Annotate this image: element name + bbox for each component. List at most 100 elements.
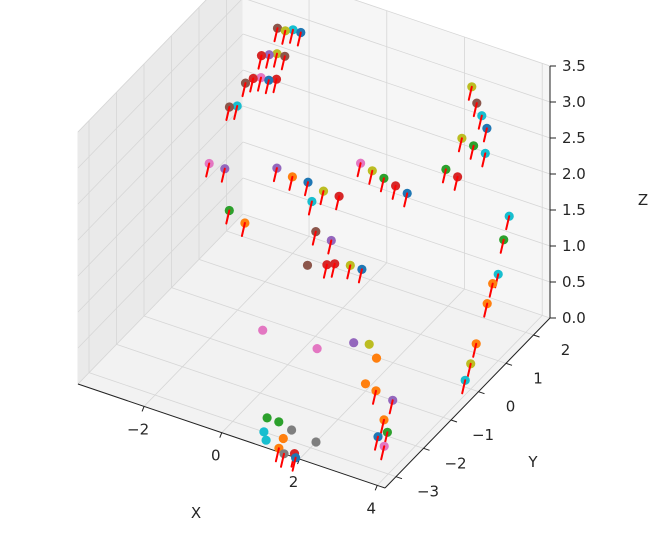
grid-z-back (242, 141, 551, 247)
direction-arrow (499, 238, 505, 254)
direction-arrow (441, 168, 447, 184)
direction-arrow (274, 447, 280, 463)
data-point (302, 260, 313, 270)
x-tick-mark (374, 485, 378, 491)
direction-arrow (280, 452, 285, 468)
x-axis-line (77, 383, 386, 489)
z-tick-label: 3.0 (562, 93, 586, 111)
direction-arrow (257, 76, 262, 92)
grid-z-back (242, 105, 551, 211)
direction-arrow (289, 28, 294, 44)
grid-lines (77, 0, 551, 486)
y-tick-mark (395, 476, 403, 480)
grid-y-floor (88, 372, 397, 478)
direction-arrow (304, 181, 309, 197)
x-tick-label: −2 (127, 420, 149, 438)
data-point (258, 325, 268, 335)
direction-arrow (483, 302, 489, 318)
grid-y-floor (116, 343, 424, 449)
direction-arrow (257, 54, 263, 70)
x-axis-label: X (191, 504, 201, 522)
direction-arrow (488, 282, 494, 298)
grid-z-back (247, 0, 551, 103)
direction-arrow (481, 152, 487, 168)
direction-arrow (469, 144, 475, 160)
direction-arrow (272, 78, 278, 94)
data-point (349, 338, 359, 348)
z-tick-label: 3.5 (562, 57, 586, 75)
data-point (312, 344, 322, 354)
x-tick-mark (219, 432, 223, 438)
direction-arrow (281, 29, 287, 45)
direction-arrow (453, 175, 459, 191)
direction-arrow (291, 456, 297, 472)
direction-arrow (356, 162, 362, 178)
grid-y-floor (171, 287, 479, 393)
grid-z-left (77, 0, 242, 169)
direction-arrow (403, 192, 409, 208)
y-tick-label: 2 (561, 341, 571, 359)
data-point (261, 435, 271, 445)
direction-arrow (233, 105, 239, 120)
data-point (364, 339, 374, 349)
direction-arrow (280, 55, 286, 71)
x-tick-label: 2 (289, 473, 299, 491)
direction-arrow (466, 362, 472, 378)
grid-y-floor (143, 315, 452, 421)
direction-arrow (264, 79, 270, 95)
direction-arrow (272, 167, 278, 183)
y-tick-mark (478, 391, 485, 395)
y-axis-line (384, 317, 551, 489)
z-tick-label: 2.0 (562, 165, 586, 183)
grid-z-left (77, 213, 244, 385)
y-axis-label: Y (527, 453, 538, 471)
grid-x-floor (299, 288, 465, 460)
direction-arrow (273, 27, 279, 43)
data-point (371, 353, 382, 363)
direction-arrow (467, 85, 473, 101)
direction-arrow (205, 162, 211, 178)
direction-arrow (241, 82, 247, 98)
y-tick-mark (533, 334, 540, 338)
y-tick-label: 1 (533, 369, 543, 387)
direction-arrow (477, 114, 483, 130)
data-point (274, 417, 284, 427)
z-tick-label: 2.5 (562, 129, 586, 147)
data-point (259, 427, 269, 437)
direction-arrow (357, 268, 363, 284)
direction-arrow (335, 195, 341, 211)
data-points (204, 23, 514, 472)
direction-arrow (380, 418, 385, 434)
x-tick-label: 4 (366, 499, 376, 517)
direction-arrow (388, 399, 394, 415)
direction-arrow (457, 137, 463, 153)
direction-arrow (273, 52, 278, 68)
grid-z-left (77, 33, 244, 205)
direction-arrow (461, 379, 467, 395)
direction-arrow (319, 190, 325, 206)
direction-arrow (391, 184, 397, 200)
data-point (278, 433, 288, 444)
direction-arrow (379, 177, 385, 193)
direction-arrow (225, 106, 231, 121)
direction-arrow (368, 169, 374, 185)
y-tick-mark (450, 419, 458, 423)
direction-arrow (307, 200, 313, 216)
direction-arrow (249, 77, 255, 93)
grid-x-floor (221, 262, 388, 433)
grid-y-floor (226, 230, 534, 336)
axis-lines (77, 65, 556, 491)
grid-z-left (77, 105, 244, 277)
direction-arrow (311, 230, 317, 246)
grid-x-floor (143, 236, 310, 407)
z-tick-label: 1.5 (562, 201, 586, 219)
direction-arrow (346, 264, 352, 280)
grid-z-back (242, 213, 551, 319)
grid-z-back (242, 177, 551, 283)
grid-z-left (77, 69, 244, 241)
y-tick-mark (423, 447, 430, 451)
grid-z-left (77, 141, 244, 313)
grid-z-back (353, 0, 551, 67)
z-tick-label: 1.0 (562, 237, 586, 255)
y-tick-label: −3 (417, 483, 439, 501)
